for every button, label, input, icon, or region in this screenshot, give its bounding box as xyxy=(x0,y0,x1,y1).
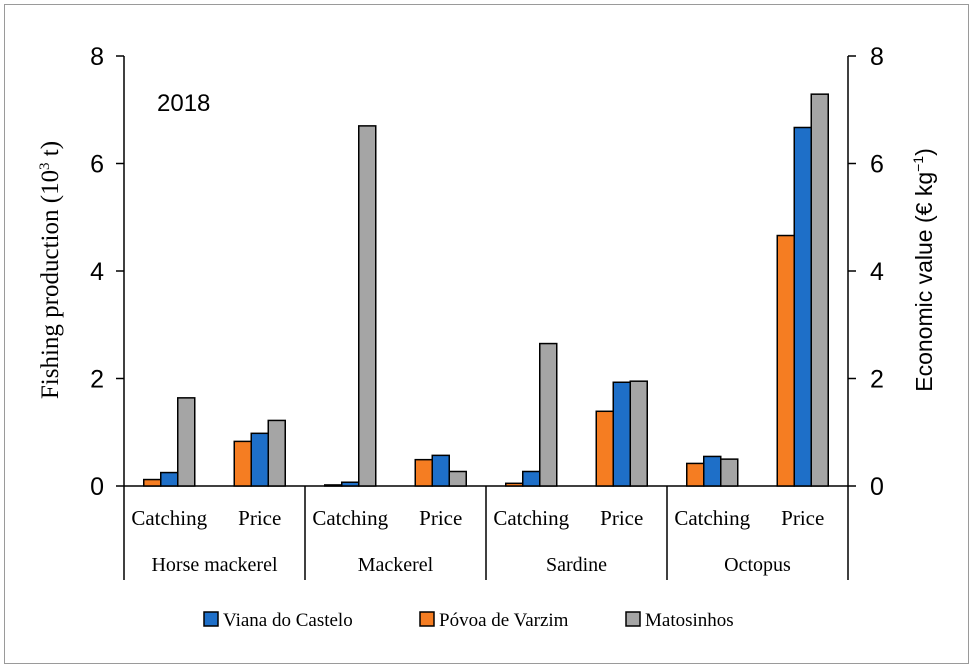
bar xyxy=(324,484,343,487)
x-group-label: Octopus xyxy=(724,554,791,576)
bar xyxy=(414,458,433,487)
x-group-label: Mackerel xyxy=(358,554,434,576)
axes xyxy=(116,55,856,580)
bar xyxy=(629,380,648,487)
bar xyxy=(250,432,269,487)
y-tick-label-right: 6 xyxy=(870,151,884,179)
y-tick-label-right: 4 xyxy=(870,258,884,286)
bar xyxy=(267,419,286,487)
y-tick-label-left: 2 xyxy=(90,366,104,394)
bar xyxy=(612,381,631,487)
bar xyxy=(431,454,450,487)
x-tick-label: Catching xyxy=(131,506,207,530)
year-annotation: 2018 xyxy=(157,90,210,117)
bar xyxy=(177,397,196,487)
x-tick-label: Price xyxy=(238,506,281,530)
bars xyxy=(143,93,829,487)
y-tick-label-left: 4 xyxy=(90,258,104,286)
y-tick-label-right: 2 xyxy=(870,366,884,394)
legend-swatch xyxy=(625,611,641,627)
bar xyxy=(505,482,524,487)
legend-label: Matosinhos xyxy=(645,610,734,631)
bar xyxy=(703,455,722,487)
legend-swatch xyxy=(203,611,219,627)
y-axis-right-title: Economic value (€ kg−1) xyxy=(910,148,937,392)
bar xyxy=(233,440,252,487)
legend-swatch xyxy=(419,611,435,627)
x-group-label: Horse mackerel xyxy=(151,554,277,576)
x-tick-label: Catching xyxy=(312,506,388,530)
x-tick-label: Catching xyxy=(493,506,569,530)
y-tick-label-right: 0 xyxy=(870,473,884,501)
bar xyxy=(595,410,614,487)
y-axis-left-title: Fishing production (103 t) xyxy=(37,141,64,399)
bar xyxy=(810,93,829,487)
bar xyxy=(448,470,467,487)
bar xyxy=(341,481,360,487)
bar xyxy=(143,478,162,487)
bar xyxy=(776,234,795,487)
bar xyxy=(522,470,541,487)
bar xyxy=(358,125,377,487)
bar xyxy=(539,342,558,487)
legend-label: Póvoa de Varzim xyxy=(439,610,569,631)
bar xyxy=(720,458,739,487)
x-tick-label: Price xyxy=(419,506,462,530)
legend: Viana do Castelo Póvoa de Varzim Matosinho… xyxy=(203,610,734,631)
legend-label: Viana do Castelo xyxy=(223,610,353,631)
labels: 0 0 2 2 4 4 6 6 8 8 Catching Price Catching Price Catc… xyxy=(90,43,884,576)
x-tick-label: Price xyxy=(781,506,824,530)
y-tick-label-left: 6 xyxy=(90,151,104,179)
y-tick-label-right: 8 xyxy=(870,43,884,71)
x-group-label: Sardine xyxy=(546,554,607,576)
y-tick-label-left: 0 xyxy=(90,473,104,501)
x-tick-label: Catching xyxy=(674,506,750,530)
bar xyxy=(160,471,179,487)
x-tick-label: Price xyxy=(600,506,643,530)
y-tick-label-left: 8 xyxy=(90,43,104,71)
bar xyxy=(686,462,705,487)
bar xyxy=(793,126,812,487)
